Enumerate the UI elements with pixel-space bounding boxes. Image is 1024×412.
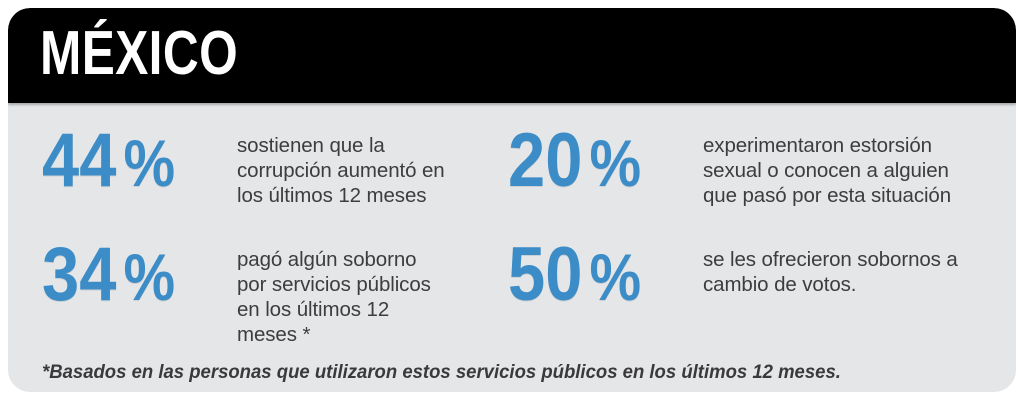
stat-description-line: sexual o conocen a alguien (703, 159, 949, 182)
stat-value: 44 (42, 118, 117, 203)
stat-description-line: que pasó por esta situación (703, 184, 952, 207)
stat-item-corruption-increase: 44% sostienen que la corrupción aumentó … (42, 119, 445, 208)
stat-description: experimentaron estorsión sexual o conoce… (703, 119, 951, 208)
stat-figure: 50% (508, 233, 680, 319)
stat-description-line: en los últimos 12 (237, 298, 390, 321)
stat-value: 34 (42, 232, 117, 317)
stat-item-bribe-paid: 34% pagó algún soborno por servicios púb… (42, 233, 431, 347)
percent-symbol: % (123, 240, 176, 314)
stat-item-vote-buying: 50% se les ofrecieron sobornos a cambio … (508, 233, 958, 319)
percent-symbol: % (589, 126, 642, 200)
stat-item-sexual-extortion: 20% experimentaron estorsión sexual o co… (508, 119, 951, 208)
stat-figure: 20% (508, 119, 680, 205)
stat-description: sostienen que la corrupción aumentó en l… (237, 119, 445, 208)
percent-symbol: % (589, 240, 642, 314)
stat-value: 20 (508, 118, 583, 203)
stat-figure: 44% (42, 119, 214, 205)
stat-description-line: se les ofrecieron sobornos a (703, 248, 958, 271)
page-title: MÉXICO (40, 19, 239, 88)
stat-description-line: por servicios públicos (237, 273, 431, 296)
stat-description-line: experimentaron estorsión (703, 134, 932, 157)
statistics-grid: 44% sostienen que la corrupción aumentó … (8, 103, 1016, 348)
footnote: *Basados en las personas que utilizaron … (42, 361, 841, 383)
stat-description: se les ofrecieron sobornos a cambio de v… (703, 233, 958, 297)
card-header: MÉXICO (8, 8, 1016, 103)
percent-symbol: % (123, 126, 176, 200)
stat-value: 50 (508, 232, 583, 317)
stat-description: pagó algún soborno por servicios público… (237, 233, 431, 347)
stat-figure: 34% (42, 233, 214, 319)
stat-description-line: sostienen que la (237, 134, 385, 157)
stat-description-line: cambio de votos. (703, 273, 857, 296)
stat-description-line: pagó algún soborno (237, 248, 417, 271)
stat-description-line: los últimos 12 meses (237, 184, 427, 207)
country-infographic-card: MÉXICO 44% sostienen que la corrupción a… (8, 8, 1016, 392)
stat-description-line: corrupción aumentó en (237, 159, 445, 182)
stat-description-line: meses * (237, 323, 311, 346)
